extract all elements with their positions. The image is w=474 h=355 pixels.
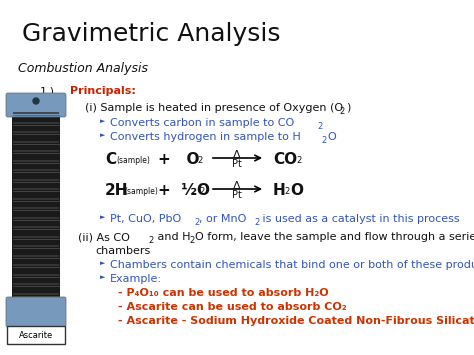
Text: (sample): (sample) (116, 156, 150, 165)
FancyBboxPatch shape (6, 93, 66, 117)
Text: +  ½O: + ½O (158, 183, 210, 198)
FancyBboxPatch shape (6, 297, 66, 327)
Text: ►: ► (100, 118, 105, 124)
Text: 2: 2 (199, 187, 204, 196)
Text: Example:: Example: (110, 274, 162, 284)
Text: O form, leave the sample and flow through a series of: O form, leave the sample and flow throug… (195, 232, 474, 242)
Bar (12, 111, 60, 301)
Text: Pt: Pt (232, 159, 242, 169)
Text: (ii) As CO: (ii) As CO (78, 232, 130, 242)
Text: Δ: Δ (233, 181, 241, 191)
Text: C: C (105, 152, 116, 167)
Text: O: O (327, 132, 336, 142)
Text: ►: ► (100, 214, 105, 220)
Text: Δ: Δ (233, 150, 241, 160)
Text: 1.): 1.) (40, 86, 55, 96)
Circle shape (33, 98, 39, 104)
Text: 2: 2 (339, 107, 344, 116)
FancyBboxPatch shape (7, 326, 65, 344)
Text: is used as a catalyst in this process: is used as a catalyst in this process (259, 214, 460, 224)
Text: - Ascarite can be used to absorb CO₂: - Ascarite can be used to absorb CO₂ (118, 302, 346, 312)
Text: Pt: Pt (232, 190, 242, 200)
Text: 2H: 2H (105, 183, 128, 198)
Text: , or MnO: , or MnO (199, 214, 246, 224)
Text: CO: CO (273, 152, 297, 167)
Text: ►: ► (100, 260, 105, 266)
Text: H: H (273, 183, 286, 198)
Text: chambers: chambers (95, 246, 150, 256)
Text: 2: 2 (197, 156, 202, 165)
Text: 2: 2 (254, 218, 259, 227)
Text: Chambers contain chemicals that bind one or both of these products: Chambers contain chemicals that bind one… (110, 260, 474, 270)
Text: +   O: + O (158, 152, 200, 167)
Text: 2: 2 (317, 122, 322, 131)
Text: 2: 2 (284, 187, 289, 196)
Text: and H: and H (154, 232, 191, 242)
Text: ): ) (346, 103, 350, 113)
Text: Ascarite: Ascarite (19, 331, 53, 339)
Text: 2: 2 (194, 218, 199, 227)
Text: (i) Sample is heated in presence of Oxygen (O: (i) Sample is heated in presence of Oxyg… (85, 103, 343, 113)
Text: ►: ► (100, 132, 105, 138)
Text: Principals:: Principals: (70, 86, 136, 96)
Text: O: O (290, 183, 303, 198)
Text: - P₄O₁₀ can be used to absorb H₂O: - P₄O₁₀ can be used to absorb H₂O (118, 288, 328, 298)
Text: ►: ► (100, 274, 105, 280)
Text: - Ascarite - Sodium Hydroxide Coated Non-Fibrous Silicate: - Ascarite - Sodium Hydroxide Coated Non… (118, 316, 474, 326)
Text: 2: 2 (148, 236, 153, 245)
Text: Converts hydrogen in sample to H: Converts hydrogen in sample to H (110, 132, 301, 142)
Text: 2: 2 (321, 136, 326, 145)
Text: Converts carbon in sample to CO: Converts carbon in sample to CO (110, 118, 294, 128)
Text: (sample): (sample) (124, 187, 158, 196)
Text: Combustion Analysis: Combustion Analysis (18, 62, 148, 75)
Text: 2: 2 (189, 236, 194, 245)
Text: 2: 2 (296, 156, 301, 165)
Text: Gravimetric Analysis: Gravimetric Analysis (22, 22, 281, 46)
Text: Pt, CuO, PbO: Pt, CuO, PbO (110, 214, 181, 224)
